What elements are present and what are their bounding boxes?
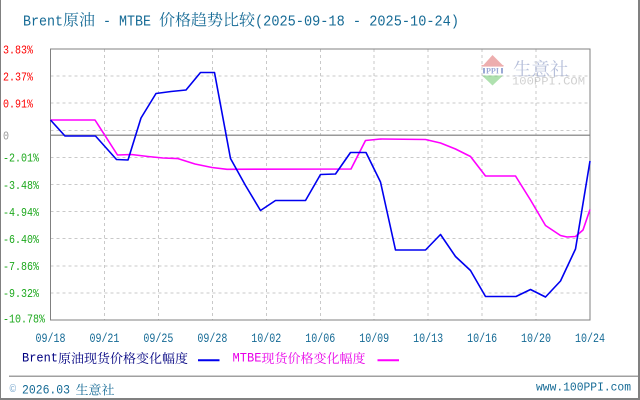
svg-text:MTBE: MTBE bbox=[119, 14, 151, 31]
svg-text:-3.48%: -3.48% bbox=[3, 179, 40, 193]
svg-text:(2025-09-18 - 2025-10-24): (2025-09-18 - 2025-10-24) bbox=[255, 14, 459, 31]
svg-text:10/09: 10/09 bbox=[359, 331, 389, 346]
svg-text:09/18: 09/18 bbox=[36, 331, 66, 346]
svg-text:2.37%: 2.37% bbox=[3, 70, 34, 84]
svg-text:09/28: 09/28 bbox=[197, 331, 227, 346]
svg-text:-4.94%: -4.94% bbox=[3, 206, 40, 220]
svg-text:09/25: 09/25 bbox=[143, 331, 173, 346]
svg-text:-9.32%: -9.32% bbox=[3, 287, 40, 301]
svg-text:100PPI.COM: 100PPI.COM bbox=[512, 77, 585, 89]
svg-text:0.91%: 0.91% bbox=[3, 98, 34, 112]
svg-text:0: 0 bbox=[3, 130, 9, 144]
svg-text:-: - bbox=[103, 14, 111, 31]
svg-text:3.83%: 3.83% bbox=[3, 43, 34, 57]
svg-text:www.100PPI.com: www.100PPI.com bbox=[536, 381, 631, 395]
svg-text:MTBE: MTBE bbox=[233, 351, 262, 366]
svg-text:10/06: 10/06 bbox=[305, 331, 335, 346]
svg-text:-2.01%: -2.01% bbox=[3, 152, 40, 166]
svg-text:-6.40%: -6.40% bbox=[3, 233, 40, 247]
svg-text:PPI: PPI bbox=[486, 66, 500, 76]
svg-text:10/13: 10/13 bbox=[413, 331, 443, 346]
svg-text:10/02: 10/02 bbox=[251, 331, 281, 346]
svg-text:10/16: 10/16 bbox=[467, 331, 497, 346]
svg-text:-10.78%: -10.78% bbox=[3, 312, 46, 326]
svg-text:2026.03: 2026.03 bbox=[22, 384, 70, 398]
svg-text:09/21: 09/21 bbox=[89, 331, 119, 346]
svg-text:©: © bbox=[10, 385, 17, 397]
svg-text:-7.86%: -7.86% bbox=[3, 260, 40, 274]
svg-text:Brent: Brent bbox=[22, 351, 58, 366]
svg-text:10/20: 10/20 bbox=[521, 331, 551, 346]
svg-text:Brent: Brent bbox=[23, 14, 63, 31]
svg-text:10/24: 10/24 bbox=[575, 331, 605, 346]
